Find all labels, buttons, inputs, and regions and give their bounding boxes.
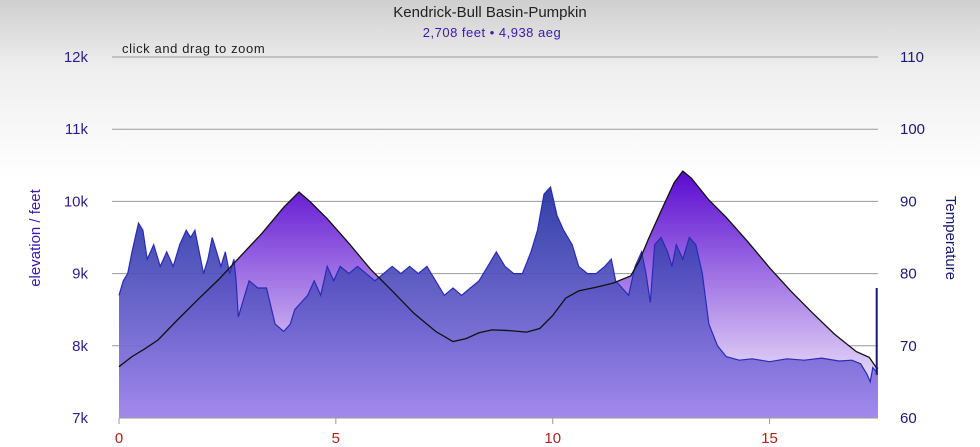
x-tick-label: 0 bbox=[115, 430, 123, 447]
x-tick-label: 5 bbox=[332, 430, 340, 447]
y2-tick-label: 90 bbox=[900, 193, 917, 210]
temperature-line[interactable] bbox=[118, 185, 879, 385]
elevation-line[interactable] bbox=[118, 170, 878, 370]
plot-area[interactable] bbox=[118, 170, 879, 418]
temperature-area[interactable] bbox=[119, 187, 878, 418]
y2-tick-label: 60 bbox=[900, 410, 917, 427]
axes: 7k 8k 9k 10k 11k 12k 60 70 80 90 100 110 0 5 10 15 bbox=[64, 49, 925, 447]
y-tick-label: 11k bbox=[65, 121, 89, 138]
y2-tick-label: 100 bbox=[900, 121, 925, 138]
y2-tick-label: 110 bbox=[900, 49, 924, 66]
chart-title: Kendrick-Bull Basin-Pumpkin bbox=[393, 4, 586, 21]
y2-axis-label: Temperature bbox=[942, 196, 959, 280]
chart-subtitle: 2,708 feet • 4,938 aeg bbox=[423, 25, 561, 40]
y-tick-label: 12k bbox=[64, 49, 89, 66]
y2-tick-label: 80 bbox=[900, 266, 917, 283]
y-tick-label: 10k bbox=[64, 193, 89, 210]
zoom-hint: click and drag to zoom bbox=[122, 41, 265, 56]
y-axis-label: elevation / feet bbox=[27, 188, 44, 286]
x-tick-label: 15 bbox=[761, 430, 778, 447]
y-tick-label: 8k bbox=[72, 338, 88, 355]
x-tick-label: 10 bbox=[544, 430, 561, 447]
y-tick-label: 9k bbox=[72, 266, 88, 283]
y2-tick-label: 70 bbox=[900, 338, 917, 355]
y-tick-label: 7k bbox=[72, 410, 88, 427]
